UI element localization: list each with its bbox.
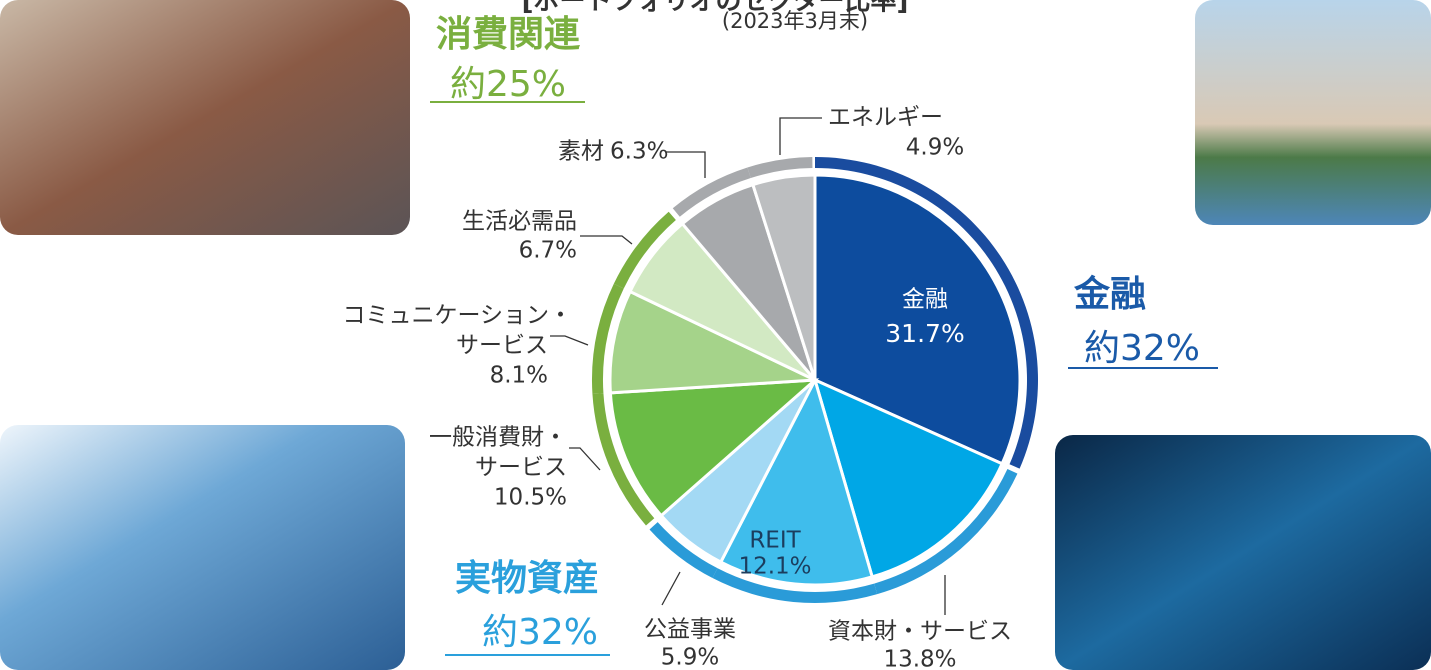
slice-label: 金融: [902, 287, 948, 313]
group-label: 約32%: [482, 612, 598, 653]
group-label: 約25%: [450, 64, 566, 105]
group-label: 約32%: [1084, 328, 1200, 369]
slice-label: サービス: [456, 333, 548, 359]
slice-value-label: 31.7%: [885, 319, 964, 348]
slice-label: 素材: [558, 139, 604, 165]
pie-slice: [608, 378, 820, 518]
slice-value-label: 12.1%: [738, 554, 811, 580]
slice-label: エネルギー: [828, 105, 943, 131]
slice-label: サービス: [475, 455, 567, 481]
chart-title: [ポートフォリオのセクター比率]: [522, 0, 909, 17]
slice-value-label: 10.5%: [494, 485, 567, 511]
ring-segment: [649, 522, 718, 579]
slice-value-label: 5.9%: [661, 645, 719, 670]
pie-slice: [608, 289, 821, 395]
slice-label: REIT: [749, 528, 801, 554]
ring-segment: [592, 393, 655, 526]
pie-slice: [718, 375, 875, 587]
group-label: 金融: [1073, 273, 1146, 315]
pie-slice: [750, 173, 817, 381]
slice-value-label: 8.1%: [490, 363, 548, 389]
ring-segment: [815, 157, 1038, 469]
leader-line: [665, 151, 706, 178]
ring-segment: [613, 211, 676, 289]
photo-shopping: [0, 0, 410, 235]
ring-segment: [592, 283, 624, 395]
leader-line: [661, 571, 681, 606]
leader-line: [569, 447, 601, 471]
ring-segment: [874, 468, 1018, 595]
slice-label: 生活必需品: [462, 209, 577, 235]
pie-slice: [812, 377, 1005, 579]
ring-segment: [747, 157, 813, 178]
slice-label: 資本財・サービス: [828, 619, 1012, 645]
leader-line: [580, 235, 633, 245]
chart-subtitle: (2023年3月末): [722, 9, 868, 33]
photo-city: [1195, 0, 1431, 225]
slice-value-label: 6.3%: [610, 139, 668, 165]
group-label: 消費関連: [436, 14, 581, 55]
slice-value-label: 13.8%: [883, 647, 956, 670]
leader-line: [550, 335, 589, 346]
group-label: 実物資産: [455, 558, 599, 599]
leader-line: [779, 117, 822, 155]
pie-slice: [813, 173, 1022, 466]
photo-buildings: [0, 425, 405, 670]
slice-value-label: 4.9%: [906, 135, 964, 161]
photo-finance: [1055, 435, 1431, 670]
slice-value-label: 6.7%: [519, 238, 577, 264]
slice-label: コミュニケーション・: [342, 303, 572, 329]
ring-segment: [672, 167, 751, 217]
slice-label: 公益事業: [644, 617, 736, 643]
slice-label: 一般消費財・: [429, 425, 567, 451]
ring-segment: [712, 568, 878, 603]
